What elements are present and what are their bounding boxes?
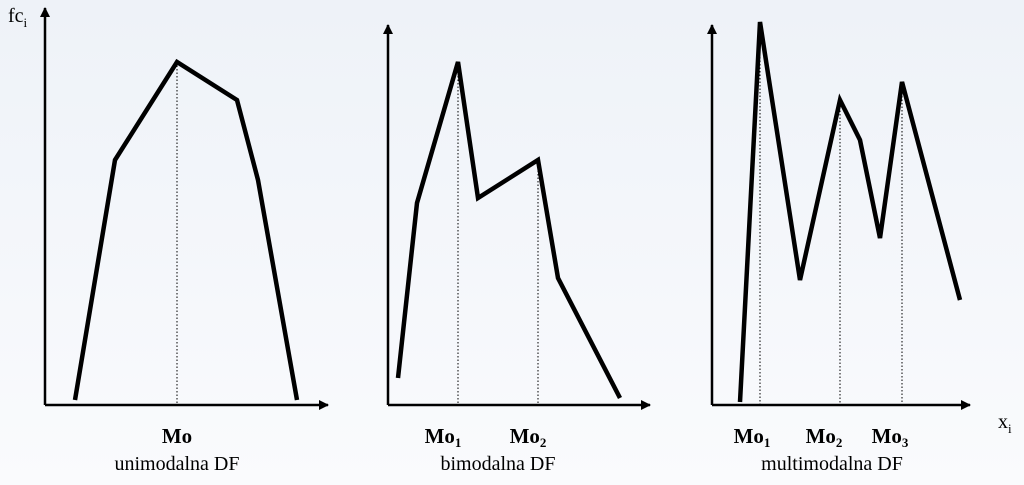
caption: bimodalna DF [441, 453, 556, 475]
distribution-curve [395, 61, 622, 400]
mode-label: Mo3 [872, 424, 909, 450]
x-axis-label: xi [998, 411, 1012, 436]
panel-multimodal: Mo1 Mo2 Mo3 multimodalna DF [707, 21, 971, 475]
mode-label: Mo1 [425, 424, 462, 450]
mode-label: Mo [162, 424, 192, 448]
mode-label: Mo2 [510, 424, 547, 450]
mode-label: Mo1 [734, 424, 771, 450]
mode-label: Mo2 [806, 424, 843, 450]
caption: multimodalna DF [761, 453, 903, 475]
distribution-curve [737, 21, 963, 403]
distribution-curve [72, 58, 300, 401]
panel-bimodal: Mo1 Mo2 bimodalna DF [383, 24, 651, 475]
caption: unimodalna DF [115, 453, 240, 475]
panel-unimodal: Mo unimodalna DF [40, 7, 329, 475]
y-axis-label: fci [8, 5, 28, 30]
